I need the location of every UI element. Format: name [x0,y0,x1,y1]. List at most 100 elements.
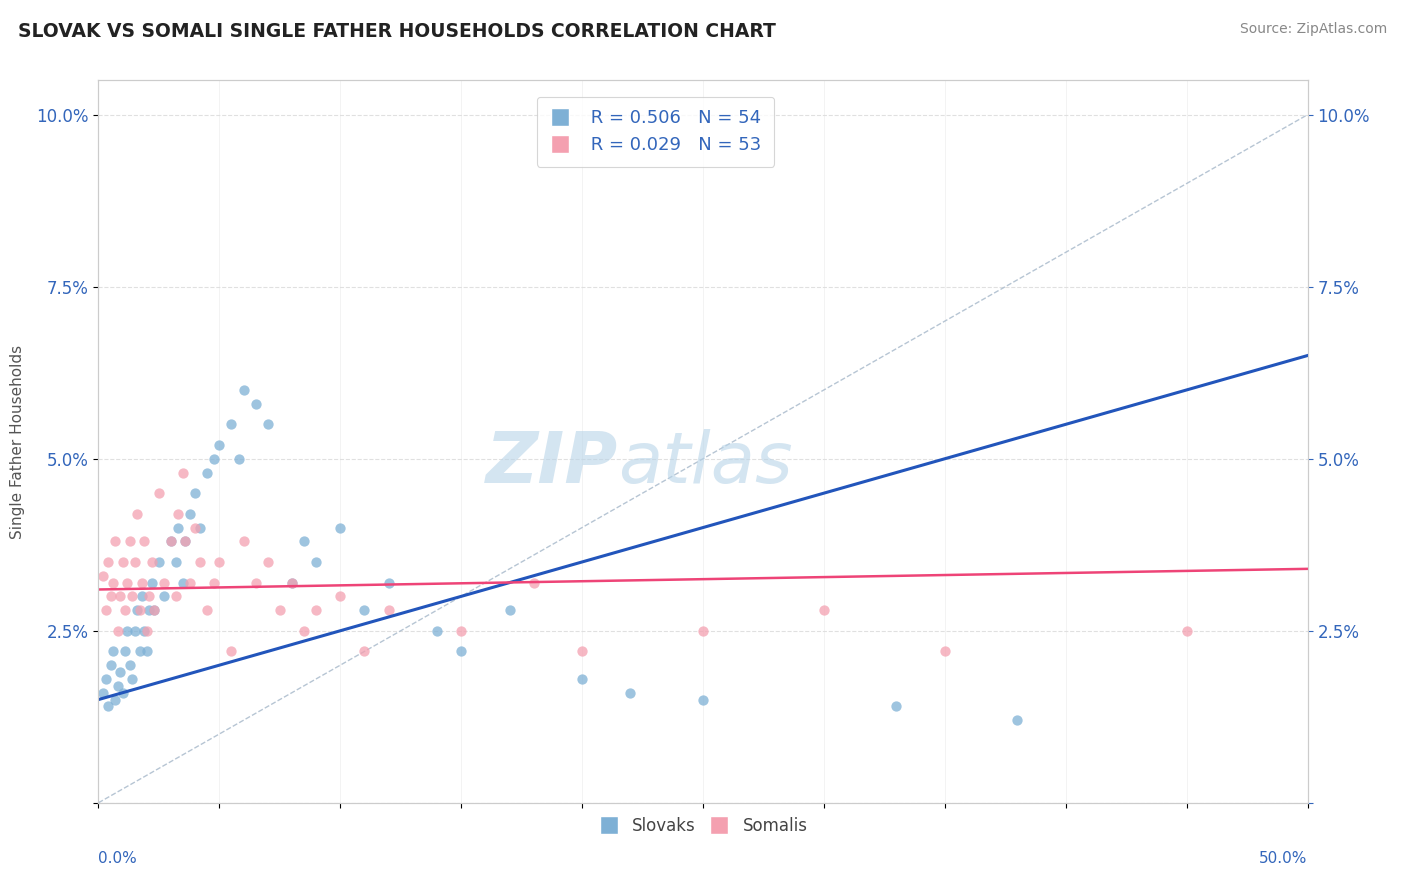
Point [188,520,211,534]
Point [228,451,250,466]
Point [135,644,157,658]
Point [292,534,315,549]
Point [204,451,226,466]
Point [329,590,352,604]
Point [107,679,129,693]
Point [100,590,122,604]
Point [91,568,114,582]
Point [165,590,187,604]
Point [101,644,124,658]
Point [245,575,267,590]
Point [204,575,226,590]
Text: 50.0%: 50.0% [1260,851,1308,866]
Point [141,555,163,569]
Point [256,417,278,432]
Point [232,383,254,397]
Point [245,397,267,411]
Point [141,575,163,590]
Point [128,644,150,658]
Point [1007,713,1029,727]
Point [208,555,231,569]
Text: 0.0%: 0.0% [98,851,138,866]
Point [107,624,129,638]
Text: atlas: atlas [619,429,793,498]
Point [111,555,134,569]
Point [167,507,190,521]
Point [221,417,243,432]
Point [221,644,243,658]
Point [1175,624,1198,638]
Point [118,534,141,549]
Point [124,555,146,569]
Point [184,486,207,500]
Point [124,624,146,638]
Point [128,603,150,617]
Text: ZIP: ZIP [486,429,619,498]
Point [305,555,328,569]
Point [377,575,399,590]
Point [269,603,291,617]
Point [692,624,714,638]
Point [97,555,120,569]
Point [498,603,520,617]
Point [195,603,218,617]
Point [292,624,315,638]
Point [179,507,201,521]
Point [104,534,127,549]
Point [127,507,149,521]
Point [172,575,194,590]
Point [426,624,449,638]
Point [127,603,149,617]
Point [305,603,328,617]
Point [329,520,352,534]
Point [131,575,153,590]
Text: Source: ZipAtlas.com: Source: ZipAtlas.com [1240,22,1388,37]
Point [179,575,201,590]
Point [619,686,641,700]
Point [134,624,156,638]
Point [353,603,375,617]
Point [111,686,134,700]
Point [208,438,231,452]
Point [174,534,197,549]
Point [256,555,278,569]
Point [160,534,183,549]
Point [188,555,211,569]
Point [121,672,143,686]
Point [886,699,908,714]
Point [117,624,139,638]
Point [104,692,127,706]
Point [117,575,139,590]
Point [377,603,399,617]
Point [101,575,124,590]
Point [934,644,956,658]
Point [143,603,166,617]
Point [148,486,170,500]
Point [100,658,122,673]
Point [172,466,194,480]
Point [138,603,160,617]
Point [232,534,254,549]
Point [523,575,546,590]
Point [167,520,190,534]
Point [97,699,120,714]
Legend: Slovaks, Somalis: Slovaks, Somalis [592,810,814,841]
Point [114,603,136,617]
Point [174,534,197,549]
Point [165,555,187,569]
Point [450,644,472,658]
Point [184,520,207,534]
Point [114,644,136,658]
Point [571,672,593,686]
Point [135,624,157,638]
Point [160,534,183,549]
Point [152,590,174,604]
Point [94,672,117,686]
Point [143,603,166,617]
Point [353,644,375,658]
Point [281,575,304,590]
Point [108,665,131,679]
Point [450,624,472,638]
Y-axis label: Single Father Households: Single Father Households [10,344,25,539]
Point [131,590,153,604]
